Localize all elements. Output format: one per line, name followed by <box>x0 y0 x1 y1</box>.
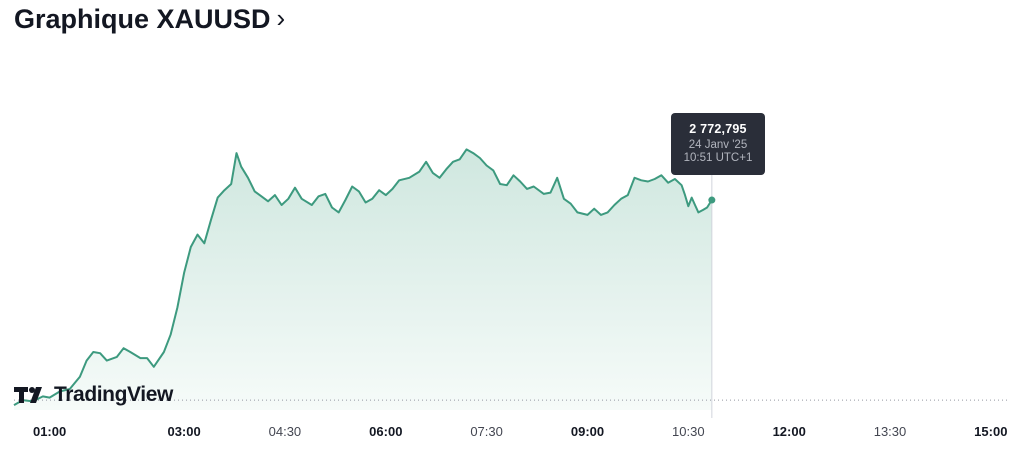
tooltip-time: 10:51 UTC+1 <box>683 152 753 164</box>
x-tick-label: 03:00 <box>167 424 201 439</box>
price-tooltip: 2 772,795 24 Janv '25 10:51 UTC+1 <box>671 113 765 175</box>
area-fill <box>14 149 712 410</box>
tradingview-logo-icon <box>14 387 42 403</box>
tradingview-logo[interactable]: TradingView <box>14 383 173 407</box>
last-price-marker <box>708 196 716 204</box>
x-tick-label: 10:30 <box>672 424 705 439</box>
chart-title-link[interactable]: Graphique XAUUSD › <box>14 3 286 35</box>
x-tick-label: 07:30 <box>470 424 503 439</box>
price-line <box>13 148 713 406</box>
tooltip-price: 2 772,795 <box>689 122 747 136</box>
logo-text: TradingView <box>54 383 173 406</box>
x-tick-label: 13:30 <box>873 424 907 439</box>
x-tick-label: 06:00 <box>369 424 403 439</box>
x-tick-label: 15:00 <box>974 424 1008 439</box>
x-tick-label: 01:00 <box>32 424 67 439</box>
x-tick-label: 12:00 <box>772 424 806 439</box>
chart-title: Graphique XAUUSD <box>14 4 271 34</box>
x-tick-label: 09:00 <box>570 424 605 439</box>
x-tick-label: 04:30 <box>268 424 302 439</box>
tooltip-date: 24 Janv '25 <box>688 139 748 151</box>
chevron-right-icon: › <box>276 3 286 33</box>
